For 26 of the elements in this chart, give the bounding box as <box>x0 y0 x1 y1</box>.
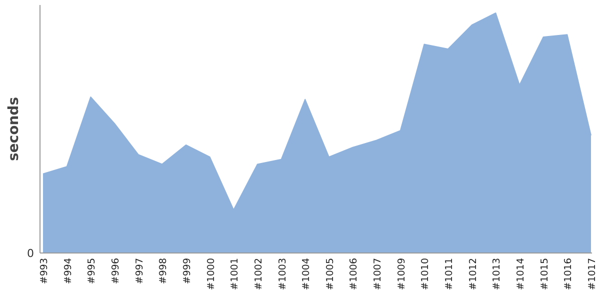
x-tick-label: #1004 <box>301 258 312 290</box>
x-tick-label: #1006 <box>348 258 360 290</box>
x-tick-label: #1003 <box>277 258 288 290</box>
x-tick-label: #1007 <box>372 258 384 290</box>
x-tick-label: #1016 <box>563 258 574 290</box>
x-tick-label: #1001 <box>230 258 241 290</box>
x-tick-label: #1015 <box>539 258 550 290</box>
x-tick-label: #996 <box>110 258 122 284</box>
x-tick-label: #998 <box>158 258 170 284</box>
x-tick-label: #1005 <box>324 258 336 290</box>
x-tick-label: #997 <box>134 258 146 284</box>
x-tick-label: #1009 <box>396 258 408 290</box>
x-tick-label: #1002 <box>253 258 264 290</box>
x-tick-label: #1014 <box>516 258 527 290</box>
x-tick-label: #994 <box>62 258 74 284</box>
x-tick-label: #1010 <box>420 258 432 290</box>
x-tick-label: #999 <box>182 258 193 284</box>
y-axis-title: seconds <box>6 96 22 162</box>
x-tick-label: #1012 <box>468 258 479 290</box>
x-tick-label: #993 <box>39 258 50 284</box>
x-tick-label: #995 <box>86 258 98 284</box>
x-tick-label: #1011 <box>444 258 456 290</box>
text: 0 <box>27 246 34 260</box>
x-tick-label: #1013 <box>492 258 503 290</box>
x-tick-label: #1000 <box>206 258 217 290</box>
x-tick-label: #1017 <box>587 258 598 290</box>
